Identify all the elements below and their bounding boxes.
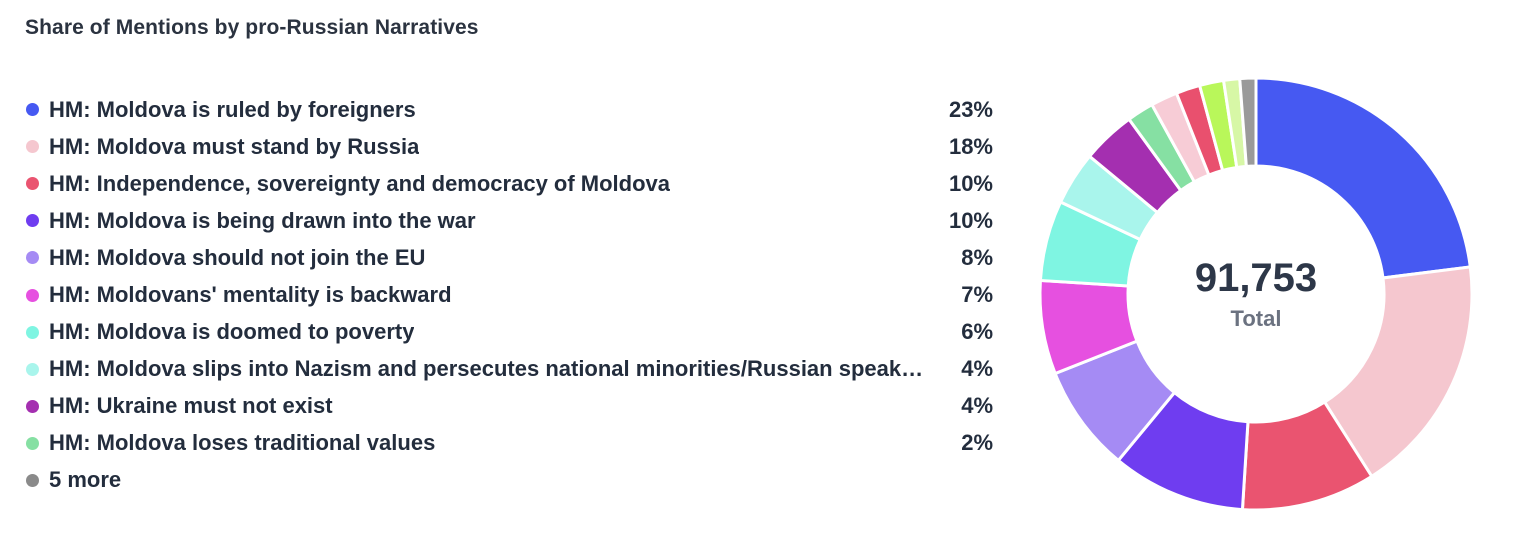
legend-label: HM: Moldova slips into Nazism and persec… — [49, 356, 924, 382]
legend-dot-icon — [26, 399, 39, 413]
chart-title: Share of Mentions by pro-Russian Narrati… — [25, 16, 479, 39]
legend-label: HM: Moldova is doomed to poverty — [49, 319, 415, 345]
legend-label: HM: Moldova must stand by Russia — [49, 133, 420, 159]
total-value: 91,753 — [1195, 256, 1317, 300]
donut-slice[interactable] — [1254, 76, 1472, 280]
legend-label: HM: Moldova loses traditional values — [49, 430, 436, 456]
total-label: Total — [1231, 306, 1282, 331]
legend-dot-icon — [26, 140, 39, 154]
legend-dot-icon — [26, 288, 39, 302]
legend-dot-icon — [26, 436, 39, 450]
legend-item[interactable]: HM: Moldova is ruled by foreigners 23% — [26, 91, 996, 128]
legend-dot-icon — [26, 251, 39, 265]
legend-dot-icon — [26, 473, 39, 487]
legend-percent: 4% — [961, 393, 993, 419]
legend-dot-icon — [26, 214, 39, 228]
legend-label: 5 more — [49, 467, 122, 493]
legend-percent: 10% — [948, 207, 993, 233]
legend-item[interactable]: HM: Moldova is doomed to poverty 6% — [26, 314, 996, 351]
donut-slice[interactable] — [1238, 76, 1258, 168]
legend-label: HM: Moldova is ruled by foreigners — [49, 96, 416, 122]
legend-percent: 23% — [948, 96, 993, 122]
legend-percent: 18% — [948, 133, 993, 159]
legend-item[interactable]: HM: Moldova loses traditional values 2% — [26, 425, 996, 462]
legend-item[interactable]: HM: Moldova must stand by Russia 18% — [26, 128, 996, 165]
legend-label: HM: Moldovans' mentality is backward — [49, 282, 452, 308]
legend-percent: 4% — [961, 356, 993, 382]
legend-item[interactable]: HM: Moldovans' mentality is backward 7% — [26, 276, 996, 313]
legend-item[interactable]: HM: Moldova should not join the EU 8% — [26, 239, 996, 276]
legend-percent: 6% — [961, 319, 993, 345]
legend-percent: 10% — [948, 170, 993, 196]
legend-item[interactable]: HM: Moldova slips into Nazism and persec… — [26, 351, 996, 388]
legend-item[interactable]: HM: Ukraine must not exist 4% — [26, 388, 996, 425]
legend-dot-icon — [26, 362, 39, 376]
legend-item[interactable]: HM: Moldova is being drawn into the war 1… — [26, 202, 996, 239]
legend-item[interactable]: HM: Independence, sovereignty and democr… — [26, 165, 996, 202]
legend-percent: 7% — [961, 282, 993, 308]
legend-dot-icon — [26, 103, 39, 117]
legend-percent: 8% — [961, 244, 993, 270]
chart-legend: HM: Moldova is ruled by foreigners 23% HM:… — [26, 91, 996, 499]
legend-label: HM: Moldova should not join the EU — [49, 244, 426, 270]
legend-dot-icon — [26, 177, 39, 191]
legend-item[interactable]: 5 more — [26, 462, 996, 499]
legend-label: HM: Independence, sovereignty and democr… — [49, 170, 671, 196]
legend-percent: 2% — [961, 430, 993, 456]
donut-slices — [1038, 76, 1474, 512]
legend-label: HM: Ukraine must not exist — [49, 393, 333, 419]
legend-label: HM: Moldova is being drawn into the war — [49, 207, 476, 233]
legend-dot-icon — [26, 325, 39, 339]
donut-chart: 91,753 Total — [1038, 76, 1474, 512]
